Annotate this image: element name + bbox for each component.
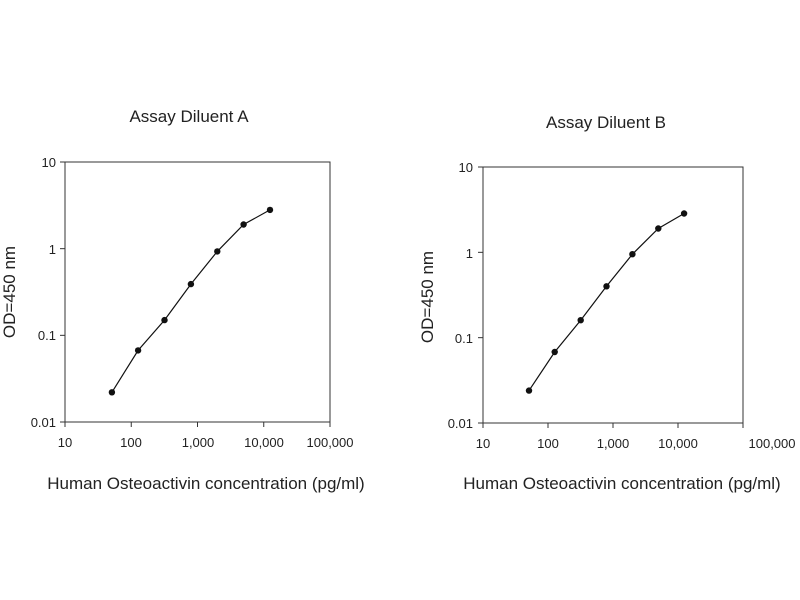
- chart-b-data-point: [629, 251, 636, 258]
- chart-a-xtick-label: 1,000: [182, 435, 215, 450]
- chart-b-xtick-label: 10,000: [658, 436, 698, 451]
- chart-a-xtick-label: 100,000: [307, 435, 354, 450]
- chart-b-data-point: [655, 225, 662, 232]
- chart-b: Assay Diluent B OD=450 nm 0.01 0.1 1 10 …: [418, 113, 796, 493]
- chart-b-title: Assay Diluent B: [546, 113, 666, 132]
- chart-b-ytick-label: 0.01: [448, 416, 473, 431]
- chart-a-data-point: [266, 206, 274, 214]
- chart-b-xtick-label: 10: [476, 436, 490, 451]
- chart-b-xtick-label: 1,000: [597, 436, 630, 451]
- chart-a-xtick-label: 100: [120, 435, 142, 450]
- chart-a-data-point: [240, 221, 247, 228]
- chart-b-xtick-label: 100,000: [749, 436, 796, 451]
- chart-a-series-line: [111, 209, 271, 393]
- chart-a-ytick-label: 10: [42, 155, 56, 170]
- chart-a-ytick-label: 0.01: [31, 415, 56, 430]
- chart-b-y-tick-labels: 0.01 0.1 1 10: [448, 160, 473, 431]
- chart-b-series-line: [528, 212, 685, 391]
- chart-a-data-points: [108, 206, 274, 396]
- chart-b-xlabel: Human Osteoactivin concentration (pg/ml): [463, 474, 780, 493]
- chart-b-data-point: [525, 387, 533, 394]
- chart-b-data-point: [603, 283, 610, 290]
- chart-a-ylabel: OD=450 nm: [0, 246, 19, 338]
- chart-b-data-points: [525, 210, 688, 394]
- chart-a: Assay Diluent A OD=450 nm 0.01 0.1 1 10 …: [0, 107, 365, 493]
- chart-a-axes: [60, 161, 331, 427]
- chart-a-data-point: [134, 347, 142, 354]
- chart-a-data-point: [214, 248, 221, 255]
- chart-a-data-point: [187, 280, 195, 288]
- chart-b-plot-area: [482, 166, 744, 424]
- chart-a-xlabel: Human Osteoactivin concentration (pg/ml): [47, 474, 364, 493]
- chart-a-xtick-label: 10,000: [244, 435, 284, 450]
- chart-b-data-point: [680, 210, 688, 217]
- chart-b-xtick-label: 100: [537, 436, 559, 451]
- chart-a-data-point: [161, 316, 168, 324]
- chart-a-x-tick-labels: 10 100 1,000 10,000 100,000: [58, 435, 354, 450]
- chart-a-ytick-label: 1: [49, 242, 56, 257]
- chart-a-y-tick-labels: 0.01 0.1 1 10: [31, 155, 56, 430]
- chart-a-plot-area: [64, 161, 331, 423]
- chart-b-x-tick-labels: 10 100 1,000 10,000 100,000: [476, 436, 796, 451]
- chart-b-data-point: [551, 348, 558, 356]
- chart-a-title: Assay Diluent A: [129, 107, 249, 126]
- chart-b-axes: [478, 166, 744, 428]
- chart-a-ytick-label: 0.1: [38, 328, 56, 343]
- chart-b-ytick-label: 10: [459, 160, 473, 175]
- chart-b-ylabel: OD=450 nm: [418, 251, 437, 343]
- chart-a-xtick-label: 10: [58, 435, 72, 450]
- chart-b-ytick-label: 0.1: [455, 331, 473, 346]
- chart-b-ytick-label: 1: [466, 246, 473, 261]
- chart-b-data-point: [577, 317, 584, 324]
- chart-a-data-point: [108, 389, 116, 396]
